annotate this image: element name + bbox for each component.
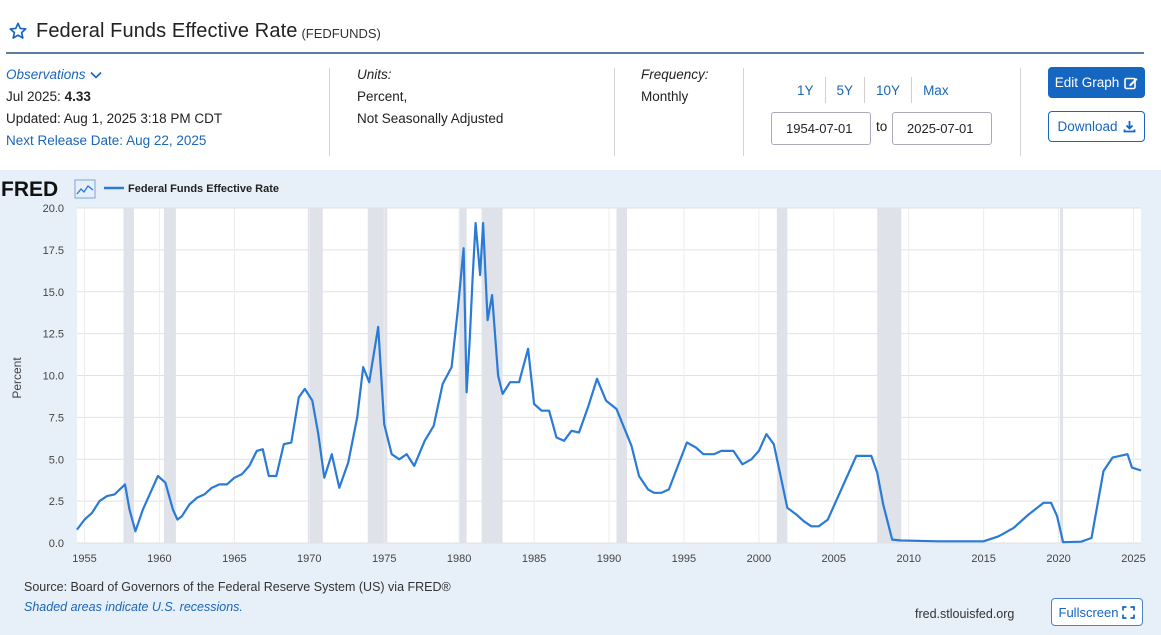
chart-panel: FRED Federal Funds Effective Rate Percen…	[0, 170, 1161, 635]
y-tick-label: 12.5	[43, 329, 64, 341]
x-tick-label: 1970	[297, 553, 321, 565]
y-axis-label: Percent	[10, 357, 24, 399]
frequency-value: Monthly	[641, 89, 689, 104]
x-tick-label: 2015	[971, 553, 995, 565]
range-1y-button[interactable]: 1Y	[797, 82, 814, 98]
x-tick-label: 1965	[222, 553, 246, 565]
updated-text: Updated: Aug 1, 2025 3:18 PM CDT	[6, 111, 223, 126]
range-5y-button[interactable]: 5Y	[836, 82, 854, 98]
line-chart: FRED Federal Funds Effective Rate Percen…	[1, 178, 1146, 565]
latest-observation: Jul 2025: 4.33	[6, 86, 222, 108]
units-label: Units:	[357, 67, 392, 82]
observations-block: Observations Jul 2025: 4.33 Updated: Aug…	[6, 64, 222, 152]
gridlines	[77, 207, 1141, 544]
download-label: Download	[1057, 119, 1118, 134]
divider	[329, 68, 330, 156]
end-date-input[interactable]	[892, 112, 992, 145]
range-separator	[824, 77, 826, 103]
divider	[743, 68, 744, 156]
chart-trend-icon	[74, 179, 96, 199]
x-tick-label: 2000	[747, 553, 771, 565]
fullscreen-icon	[1122, 605, 1136, 619]
x-tick-label: 2010	[896, 553, 920, 565]
y-tick-label: 17.5	[43, 245, 64, 257]
title-row: Federal Funds Effective Rate (FEDFUNDS)	[8, 16, 381, 46]
y-tick-label: 2.5	[49, 496, 64, 508]
recession-note: Shaded areas indicate U.S. recessions.	[24, 600, 243, 614]
x-tick-label: 1980	[447, 553, 471, 565]
divider	[614, 68, 615, 156]
y-axis-ticks: 0.0 2.5 5.0 7.5 10.0 12.5 15.0 17.5 20.0	[43, 203, 64, 550]
y-tick-label: 7.5	[49, 412, 64, 424]
x-tick-label: 2005	[822, 553, 846, 565]
edit-graph-label: Edit Graph	[1054, 75, 1120, 90]
series-id: (FEDFUNDS)	[301, 25, 381, 41]
x-tick-label: 1990	[597, 553, 621, 565]
legend-label: Federal Funds Effective Rate	[128, 183, 279, 195]
latest-label: Jul 2025:	[6, 89, 61, 104]
units-block: Units: Percent, Not Seasonally Adjusted	[357, 64, 503, 130]
frequency-label: Frequency:	[641, 67, 709, 82]
x-tick-label: 1960	[147, 553, 171, 565]
fullscreen-button[interactable]: Fullscreen	[1051, 598, 1143, 626]
divider	[1020, 68, 1021, 156]
star-icon[interactable]	[8, 21, 28, 41]
x-tick-label: 2025	[1121, 553, 1145, 565]
y-tick-label: 0.0	[49, 538, 64, 550]
page-title: Federal Funds Effective Rate	[36, 19, 298, 42]
x-axis-ticks: 1955 1960 1965 1970 1975 1980 1985 1990 1995 2000…	[72, 553, 1145, 565]
fullscreen-label: Fullscreen	[1058, 604, 1119, 620]
download-icon	[1123, 121, 1135, 133]
edit-icon	[1124, 77, 1138, 89]
title-divider	[6, 52, 1144, 54]
y-tick-label: 10.0	[43, 371, 64, 383]
source-note: Source: Board of Governors of the Federa…	[24, 580, 451, 594]
range-10y-button[interactable]: 10Y	[876, 82, 901, 98]
chevron-down-icon[interactable]	[89, 71, 102, 79]
x-tick-label: 1985	[522, 553, 546, 565]
y-tick-label: 15.0	[43, 287, 64, 299]
edit-graph-button[interactable]: Edit Graph	[1048, 67, 1145, 98]
x-tick-label: 1995	[672, 553, 696, 565]
range-separator	[911, 77, 913, 103]
range-separator	[864, 77, 866, 103]
frequency-block: Frequency: Monthly	[641, 64, 709, 108]
start-date-input[interactable]	[771, 112, 871, 145]
next-release-link[interactable]: Next Release Date: Aug 22, 2025	[6, 133, 207, 148]
series-line	[76, 222, 1142, 544]
fred-logo: FRED	[1, 178, 58, 201]
x-tick-label: 2020	[1046, 553, 1070, 565]
x-tick-label: 1955	[72, 553, 96, 565]
units-line1: Percent,	[357, 89, 408, 104]
y-tick-label: 20.0	[43, 203, 64, 215]
y-tick-label: 5.0	[49, 454, 64, 466]
range-selector: 1Y 5Y 10Y Max	[786, 77, 960, 103]
x-tick-label: 1975	[372, 553, 396, 565]
observations-label[interactable]: Observations	[6, 67, 86, 82]
fred-url[interactable]: fred.stlouisfed.org	[915, 607, 1015, 621]
range-max-button[interactable]: Max	[923, 82, 949, 98]
latest-value: 4.33	[64, 89, 91, 104]
units-line2: Not Seasonally Adjusted	[357, 111, 504, 126]
download-button[interactable]: Download	[1048, 111, 1145, 142]
date-to-label: to	[876, 119, 888, 134]
observations-toggle[interactable]: Observations	[6, 64, 222, 86]
